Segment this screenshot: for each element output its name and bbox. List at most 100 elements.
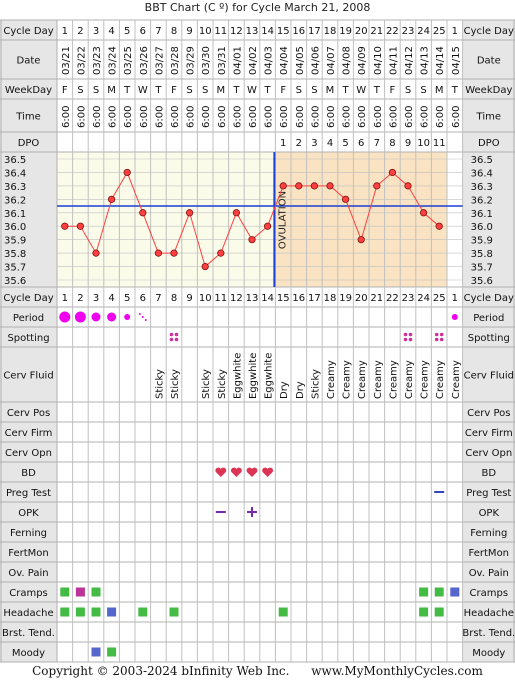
- date-cell: 04/03: [264, 46, 275, 75]
- cycle-day-cell: 25: [433, 26, 446, 37]
- temperature-point: [263, 222, 272, 230]
- row-label-moody: Moody: [12, 648, 45, 659]
- dpo-cell: 1: [280, 138, 286, 149]
- time-cell: 6:00: [451, 106, 462, 128]
- row-label-right-dpo: DPO: [478, 138, 500, 149]
- right-label-column: [462, 20, 515, 662]
- moody-marker: [91, 647, 101, 657]
- dpo-cell: 7: [374, 138, 380, 149]
- weekday-cell: M: [435, 85, 444, 96]
- cycle-day-cell: 12: [230, 293, 243, 304]
- cycle-day-cell: 23: [402, 26, 415, 37]
- time-cell: 6:00: [388, 106, 399, 128]
- y-tick-label-left: 36.5: [4, 155, 26, 166]
- y-tick-label-right: 36.1: [471, 209, 493, 220]
- cramps-marker: [419, 587, 429, 597]
- time-cell: 6:00: [357, 106, 368, 128]
- date-cell: 03/30: [201, 46, 212, 75]
- cycle-day-cell: 22: [386, 26, 399, 37]
- spotting-marker: [174, 337, 179, 342]
- cycle-day-cell: 13: [246, 26, 259, 37]
- cycle-day-cell: 23: [402, 293, 415, 304]
- temperature-point: [170, 249, 178, 257]
- cycle-day-cell: 3: [93, 26, 99, 37]
- time-cell: 6:00: [108, 106, 119, 128]
- period-marker: [59, 311, 71, 323]
- period-dot: [141, 316, 144, 318]
- luteal-phase-bg: [274, 152, 447, 287]
- dpo-cell: 6: [358, 138, 364, 149]
- date-cell: 04/15: [451, 46, 462, 75]
- period-marker: [91, 312, 101, 322]
- weekday-cell: S: [420, 85, 426, 96]
- row-label-right-ferning: Ferning: [470, 528, 507, 539]
- row-label-fertmon: FertMon: [8, 548, 48, 559]
- time-cell: 6:00: [420, 106, 431, 128]
- cycle-day-cell: 24: [417, 26, 430, 37]
- y-tick-label-right: 35.7: [471, 263, 493, 274]
- cycle-day-cell: 1: [62, 26, 68, 37]
- temperature-point: [154, 249, 162, 257]
- row-label-right-ov-pain: Ov. Pain: [469, 568, 509, 579]
- spotting-marker: [169, 332, 174, 337]
- y-tick-label-right: 35.6: [471, 276, 493, 287]
- row-label-cerv-opn: Cerv Opn: [5, 448, 52, 459]
- temperature-point: [139, 209, 147, 217]
- dpo-cell: 3: [311, 138, 317, 149]
- weekday-cell: F: [171, 85, 177, 96]
- footer-site-link[interactable]: www.MyMonthlyCycles.com: [311, 664, 483, 678]
- row-label-cerv-firm: Cerv Firm: [5, 428, 53, 439]
- cycle-day-cell: 19: [339, 26, 352, 37]
- row-label-ov-pain: Ov. Pain: [8, 568, 48, 579]
- weekday-cell: M: [326, 85, 335, 96]
- y-tick-label-left: 36.0: [4, 222, 26, 233]
- dpo-cell: 9: [405, 138, 411, 149]
- row-label-right-cycle-day: Cycle Day: [464, 26, 514, 37]
- temperature-point: [108, 195, 116, 203]
- time-cell: 6:00: [248, 106, 259, 128]
- cerv-fluid-cell: Creamy: [404, 360, 415, 399]
- date-cell: 03/27: [154, 46, 165, 75]
- cycle-day-cell: 19: [339, 293, 352, 304]
- date-cell: 04/09: [357, 46, 368, 75]
- period-dot: [138, 313, 141, 315]
- date-cell: 04/06: [310, 46, 321, 75]
- headache-marker: [75, 607, 85, 617]
- time-cell: 6:00: [123, 106, 134, 128]
- headache-marker: [278, 607, 288, 617]
- row-label-right-period: Period: [473, 313, 504, 324]
- weekday-cell: T: [373, 85, 381, 96]
- cycle-day-cell: 8: [171, 293, 177, 304]
- temperature-point: [279, 182, 287, 190]
- headache-marker: [169, 607, 179, 617]
- y-tick-label-left: 36.2: [4, 195, 26, 206]
- row-label-right-cramps: Cramps: [470, 588, 509, 599]
- date-cell: 03/21: [61, 46, 72, 75]
- y-tick-label-left: 36.4: [4, 168, 26, 179]
- spotting-marker: [403, 337, 408, 342]
- y-tick-label-left: 35.7: [4, 263, 26, 274]
- row-label-preg-test: Preg Test: [6, 488, 51, 499]
- cycle-day-cell: 18: [324, 293, 337, 304]
- weekday-cell: S: [77, 85, 83, 96]
- row-label-right-time: Time: [476, 112, 501, 123]
- cycle-day-cell: 4: [108, 293, 114, 304]
- weekday-cell: S: [186, 85, 192, 96]
- cycle-day-cell: 22: [386, 293, 399, 304]
- temperature-point: [201, 262, 209, 271]
- date-cell: 04/12: [404, 46, 415, 75]
- bd-heart-icon: [246, 467, 258, 477]
- time-cell: 6:00: [154, 106, 165, 128]
- cycle-day-cell: 3: [93, 293, 99, 304]
- cycle-day-cell: 17: [308, 26, 321, 37]
- cycle-day-cell: 8: [171, 26, 177, 37]
- weekday-cell: W: [138, 85, 148, 96]
- row-label-ferning: Ferning: [10, 528, 47, 539]
- weekday-cell: T: [154, 85, 162, 96]
- row-label-right-weekday: WeekDay: [465, 85, 512, 96]
- row-label-right-opk: OPK: [479, 508, 500, 519]
- temperature-point: [248, 236, 256, 244]
- temperature-point: [326, 182, 334, 190]
- row-label-right-preg-test: Preg Test: [466, 488, 511, 499]
